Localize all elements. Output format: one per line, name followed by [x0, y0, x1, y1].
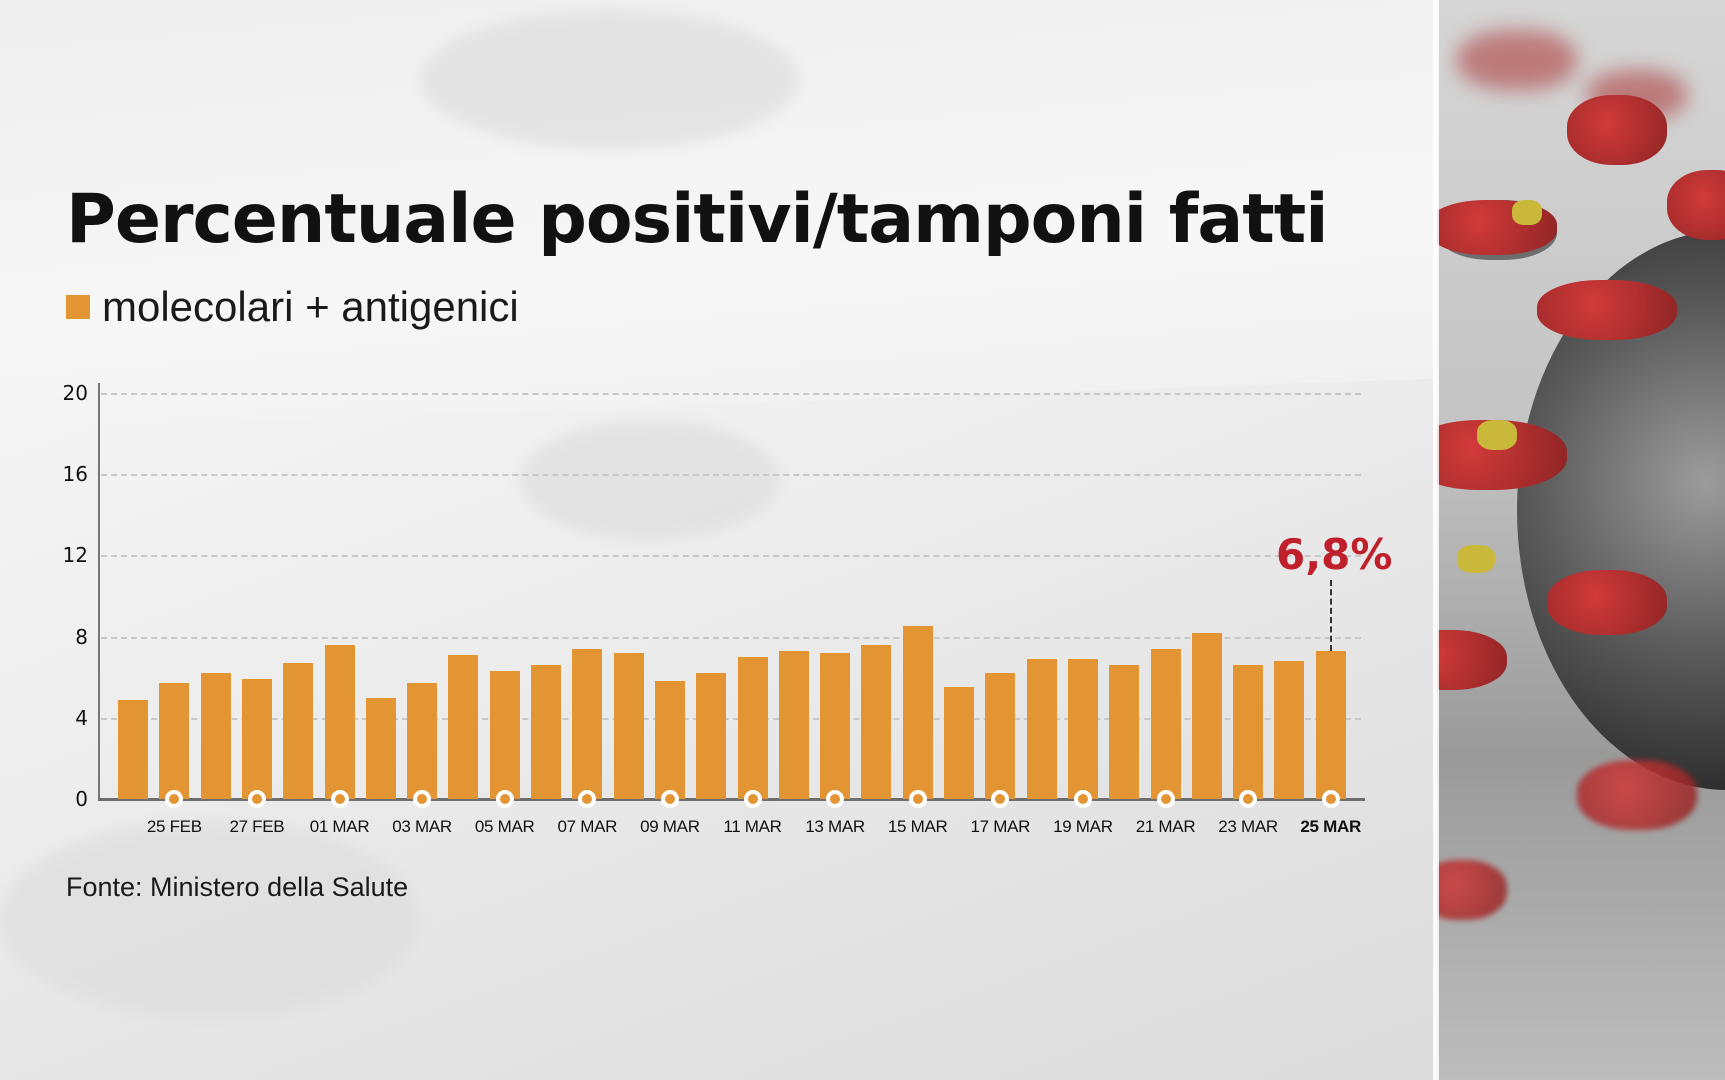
bar [778, 650, 809, 799]
bar [448, 654, 479, 799]
bar [1233, 665, 1264, 799]
bar [1150, 648, 1181, 799]
x-tick-label: 19 MAR [1053, 817, 1113, 836]
x-tick-marker [330, 790, 349, 808]
x-tick-label: 23 MAR [1218, 817, 1278, 836]
bar [985, 673, 1016, 799]
value-annotation: 6,8% [1276, 530, 1393, 579]
bar [944, 687, 974, 799]
x-tick-marker [743, 790, 762, 808]
legend-swatch [66, 295, 90, 319]
x-tick-marker [1073, 790, 1092, 808]
gridline [101, 717, 1361, 720]
bar [1191, 632, 1222, 799]
y-tick-label: 4 [75, 705, 88, 730]
world-map-shape [0, 820, 420, 1020]
bar [654, 681, 685, 799]
x-tick-label: 17 MAR [970, 817, 1031, 836]
legend: molecolari + antigenici [66, 283, 519, 331]
bar [1026, 658, 1057, 799]
bar [1067, 658, 1098, 799]
source-note: Fonte: Ministero della Salute [66, 872, 409, 902]
y-tick-label: 12 [62, 543, 88, 568]
x-tick-marker [578, 790, 597, 808]
x-tick-marker [908, 790, 927, 808]
bar-chart: 0 4 8 12 16 20 25 FEB 27 FEB 01 MAR 03 MAR 05 MAR 0… [62, 381, 1393, 836]
gridline [101, 555, 1361, 558]
gridline [101, 393, 1361, 395]
x-tick-label: 07 MAR [557, 817, 618, 836]
chart-title: Percentuale positivi/tamponi fatti [66, 180, 1329, 259]
bar [696, 673, 727, 799]
x-tick-marker [165, 790, 184, 808]
x-tick-marker [1156, 790, 1175, 808]
gridline [101, 474, 1361, 477]
legend-label: molecolari + antigenici [102, 283, 519, 330]
x-tick-label: 09 MAR [640, 817, 700, 836]
x-axis [98, 798, 1365, 801]
y-tick-label: 8 [75, 624, 88, 649]
panel-divider [1433, 0, 1439, 1080]
x-tick-label: 25 MAR [1300, 817, 1361, 836]
bar [902, 626, 933, 799]
x-tick-label: 21 MAR [1135, 817, 1196, 836]
x-tick-label: 13 MAR [805, 817, 865, 836]
x-tick-label: 15 MAR [887, 817, 948, 836]
y-axis [98, 383, 100, 800]
bar [118, 699, 148, 799]
x-tick-label: 11 MAR [723, 817, 782, 836]
bar [159, 683, 190, 799]
bar [820, 652, 851, 799]
x-tick-marker [660, 790, 679, 808]
x-tick-label: 25 FEB [146, 817, 202, 836]
y-tick-label: 20 [62, 381, 88, 405]
bar [737, 656, 768, 799]
world-map-shape [520, 420, 780, 540]
x-tick-label: 01 MAR [309, 817, 370, 836]
bar [200, 673, 231, 799]
x-tick-label: 27 FEB [229, 817, 285, 836]
y-tick-label: 0 [75, 787, 88, 811]
x-tick-marker [991, 790, 1010, 808]
bar [1109, 665, 1140, 799]
bar [1315, 650, 1346, 799]
x-tick-label: 05 MAR [474, 817, 535, 836]
bar [489, 671, 520, 799]
x-tick-marker [1321, 790, 1340, 808]
bar [531, 665, 561, 799]
bar [407, 683, 438, 799]
x-tick-label: 03 MAR [392, 817, 452, 836]
x-tick-marker [495, 790, 514, 808]
gridline [101, 636, 1361, 639]
bar [572, 648, 603, 799]
bar [861, 644, 892, 799]
world-map-shape [420, 10, 800, 150]
x-tick-marker [413, 790, 432, 808]
bar [365, 697, 396, 799]
bar [283, 662, 314, 799]
bar [613, 652, 644, 799]
y-tick-label: 16 [62, 462, 88, 487]
x-tick-marker [1239, 790, 1258, 808]
bar [1274, 660, 1305, 799]
annotation-leader-line [1329, 580, 1332, 651]
x-tick-marker [247, 790, 266, 808]
virus-illustration [1437, 0, 1725, 1080]
bar [241, 679, 272, 799]
bar [324, 644, 355, 799]
x-tick-marker [826, 790, 845, 808]
